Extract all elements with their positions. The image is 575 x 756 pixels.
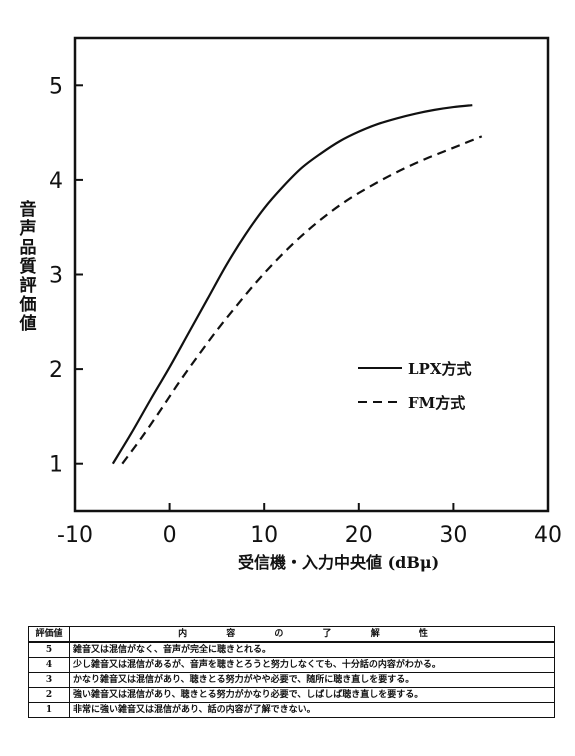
y-axis-label-char: 質: [20, 256, 37, 277]
table-row: 5 雑音又は混信がなく、音声が完全に聴きとれる。: [28, 641, 555, 658]
header-score: 評価値: [28, 626, 70, 643]
series-layer: [111, 104, 483, 465]
y-axis-label-char: 音: [20, 199, 37, 220]
score-cell: 5: [28, 641, 70, 658]
y-axis-label-char: 値: [19, 313, 37, 334]
x-tick-label: 40: [534, 523, 562, 548]
description-cell: かなり雑音又は混信があり、聴きとる努力がやや必要で、随所に聴き直しを要する。: [69, 672, 555, 688]
table-row: 4 少し雑音又は混信があるが、音声を聴きとろうと努力しなくても、十分話の内容がわか…: [28, 657, 555, 673]
series-line-fm: [121, 135, 483, 465]
description-cell: 非常に強い雑音又は混信があり、話の内容が了解できない。: [69, 702, 555, 718]
header-description: 内 容 の 了 解 性: [69, 626, 555, 643]
table-row: 1 非常に強い雑音又は混信があり、話の内容が了解できない。: [28, 702, 555, 718]
y-axis-label-char: 価: [19, 294, 37, 315]
table-row: 3 かなり雑音又は混信があり、聴きとる努力がやや必要で、随所に聴き直しを要する。: [28, 672, 555, 688]
plot-frame: [73, 36, 550, 513]
score-cell: 4: [28, 657, 70, 673]
score-cell: 2: [28, 687, 70, 703]
x-tick-label: 10: [250, 523, 278, 548]
axis-ticks: -10 0 10 20 30 40 1 2 3 4 5: [49, 74, 562, 548]
y-axis-label-char: 評: [20, 275, 37, 296]
table-row: 2 強い雑音又は混信があり、聴きとる努力がかなり必要で、しばしば聴き直しを要する。: [28, 687, 555, 703]
y-tick-label: 3: [49, 264, 63, 289]
rating-table: 評価値 内 容 の 了 解 性 5 雑音又は混信がなく、音声が完全に聴きとれる。 4…: [28, 626, 555, 718]
legend-label-lpx: LPX方式: [408, 360, 471, 378]
y-tick-label: 1: [49, 453, 63, 478]
y-axis-label-char: 声: [19, 218, 37, 239]
score-cell: 1: [28, 702, 70, 718]
x-tick-label: 20: [345, 523, 373, 548]
y-tick-label: 4: [49, 169, 63, 194]
series-line-lpx: [111, 104, 473, 465]
legend-label-fm: FM方式: [408, 394, 465, 412]
x-tick-label: -10: [57, 523, 93, 548]
x-tick-label: 0: [163, 523, 177, 548]
score-cell: 3: [28, 672, 70, 688]
table-header-row: 評価値 内 容 の 了 解 性: [28, 626, 555, 643]
description-cell: 少し雑音又は混信があるが、音声を聴きとろうと努力しなくても、十分話の内容がわかる…: [69, 657, 555, 673]
y-tick-label: 2: [49, 358, 63, 383]
table-body: 5 雑音又は混信がなく、音声が完全に聴きとれる。 4 少し雑音又は混信があるが、音声を…: [28, 641, 555, 718]
description-cell: 雑音又は混信がなく、音声が完全に聴きとれる。: [69, 641, 555, 658]
x-axis-label: 受信機・入力中央値 (dBμ): [238, 553, 439, 572]
y-axis-label-char: 品: [20, 238, 37, 258]
y-tick-label: 5: [49, 74, 63, 99]
x-tick-label: 30: [439, 523, 467, 548]
description-cell: 強い雑音又は混信があり、聴きとる努力がかなり必要で、しばしば聴き直しを要する。: [69, 687, 555, 703]
legend: LPX方式 FM方式: [358, 360, 471, 412]
